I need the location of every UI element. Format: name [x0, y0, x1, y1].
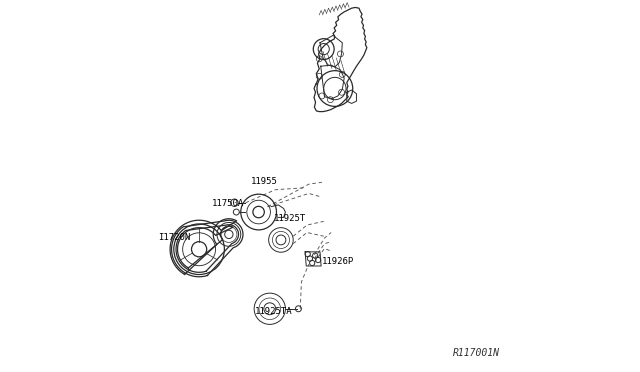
Text: 11925TA: 11925TA [255, 307, 292, 316]
Text: 11925T: 11925T [273, 214, 306, 222]
Text: 11926P: 11926P [322, 257, 354, 266]
Text: 11750A: 11750A [212, 199, 244, 208]
Text: I1720N: I1720N [158, 233, 191, 242]
Text: 11955: 11955 [251, 177, 278, 186]
Text: R117001N: R117001N [452, 349, 500, 358]
